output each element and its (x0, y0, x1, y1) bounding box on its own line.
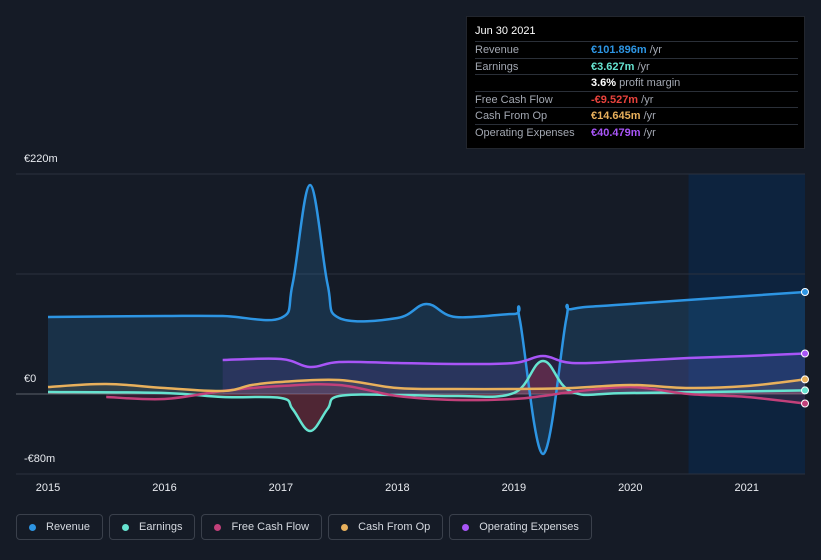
series-line-cash-from-op (47, 378, 806, 393)
tooltip-row-unit: /yr (637, 60, 650, 73)
series-end-dot (801, 288, 809, 296)
x-tick-label: 2018 (385, 482, 409, 494)
series-area-free-cash-flow (106, 384, 805, 404)
series-end-dot (801, 375, 809, 384)
series-end-dots (801, 288, 809, 408)
series-end-dot (801, 386, 809, 395)
tooltip-row: Cash From Op €14.645m /yr (475, 107, 798, 124)
series-end-dot (801, 399, 809, 408)
tooltip-row-value: -€9.527m /yr (591, 93, 654, 106)
x-tick-label: 2015 (36, 482, 60, 494)
legend-item-cash-from-op[interactable]: Cash From Op (328, 514, 444, 540)
legend-label: Free Cash Flow (231, 521, 310, 533)
tooltip-row-value: €40.479m /yr (591, 126, 656, 139)
legend-label: Revenue (46, 521, 91, 533)
tooltip-row-label: Cash From Op (475, 110, 548, 122)
tooltip-row-label: Free Cash Flow (475, 93, 553, 106)
tooltip-row-value: €14.645m /yr (591, 110, 656, 122)
y-tick-label: €0 (24, 373, 36, 385)
x-tick-label: 2017 (269, 482, 293, 494)
x-tick-label: 2019 (502, 482, 526, 494)
x-tick-label: 2021 (735, 482, 759, 494)
y-tick-label: €220m (24, 153, 58, 165)
tooltip-row-value: 3.6% profit margin (591, 77, 681, 89)
tooltip-date: Jun 30 2021 (475, 25, 536, 37)
tooltip-row-label: Operating Expenses (475, 126, 575, 139)
legend-dot-icon (341, 523, 349, 531)
legend-item-operating-expenses[interactable]: Operating Expenses (449, 514, 592, 540)
legend-item-free-cash-flow[interactable]: Free Cash Flow (201, 514, 323, 540)
tooltip-row-unit: /yr (649, 44, 662, 56)
tooltip-row: Revenue €101.896m /yr (475, 41, 798, 58)
tooltip-row-label: Earnings (475, 60, 519, 73)
forecast-shade (688, 174, 805, 474)
tooltip-row: 3.6% profit margin (475, 74, 798, 91)
legend-dot-icon (214, 523, 222, 531)
legend-label: Operating Expenses (479, 521, 579, 533)
tooltip-row-label: Revenue (475, 44, 520, 56)
series-end-dot (801, 349, 809, 358)
tooltip-row-unit: /yr (643, 110, 656, 122)
tooltip-row-value: €3.627m /yr (591, 60, 650, 73)
tooltip-row-unit: /yr (641, 93, 654, 106)
legend-item-revenue[interactable]: Revenue (16, 514, 104, 540)
series-line-operating-expenses (222, 352, 806, 369)
legend-label: Cash From Op (358, 521, 431, 533)
y-axis: €220m €0 -€80m (24, 153, 58, 465)
chart-area: €220m €0 -€80m 2015 2016 2017 2018 2019 2020 202… (16, 153, 809, 494)
tooltip-row: Free Cash Flow -€9.527m /yr (475, 90, 798, 108)
tooltip-row-unit: profit margin (619, 77, 681, 89)
series-line-revenue (47, 183, 806, 456)
legend-dot-icon (122, 523, 130, 531)
legend-dot-icon (462, 523, 470, 531)
x-tick-label: 2020 (618, 482, 642, 494)
legend-dot-icon (29, 523, 36, 531)
legend: Revenue Earnings Free Cash Flow Cash From O… (16, 514, 592, 540)
x-axis: 2015 2016 2017 2018 2019 2020 2021 (36, 482, 759, 494)
tooltip-row-unit: /yr (643, 126, 656, 139)
legend-label: Earnings (139, 521, 183, 533)
tooltip: Jun 30 2021 Revenue €101.896m /yr Earnings… (466, 16, 805, 149)
series-lines (47, 183, 806, 456)
x-tick-label: 2016 (152, 482, 176, 494)
tooltip-row: Operating Expenses €40.479m /yr (475, 123, 798, 141)
tooltip-row-value: €101.896m /yr (591, 44, 662, 56)
y-tick-label: -€80m (24, 453, 55, 465)
tooltip-row: Earnings €3.627m /yr (475, 57, 798, 75)
legend-item-earnings[interactable]: Earnings (109, 514, 196, 540)
